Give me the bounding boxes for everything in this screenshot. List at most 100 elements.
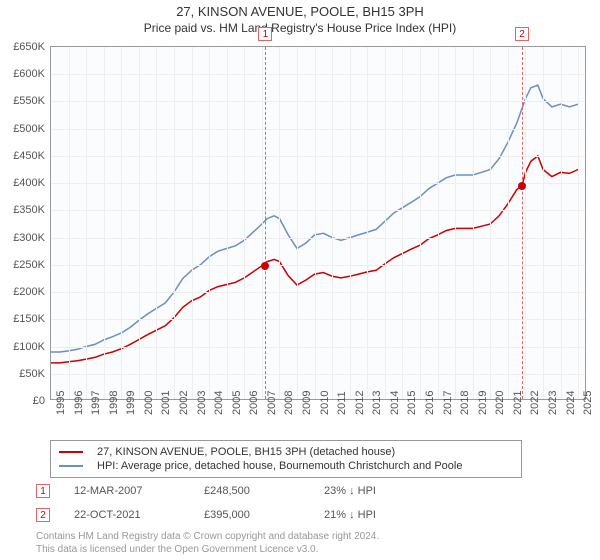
x-axis-label: 2001: [160, 391, 172, 415]
legend-swatch: [59, 451, 83, 453]
gridline-v: [139, 47, 140, 399]
x-axis-label: 2018: [459, 391, 471, 415]
gridline-v: [192, 47, 193, 399]
gridline-v: [438, 47, 439, 399]
y-axis-label: £150K: [13, 313, 45, 325]
y-axis-label: £650K: [13, 41, 45, 53]
x-axis-label: 2007: [266, 391, 278, 415]
gridline-v: [508, 47, 509, 399]
sale-marker-dot: [518, 182, 526, 190]
x-axis-label: 1997: [90, 391, 102, 415]
gridline-v: [244, 47, 245, 399]
gridline-h: [51, 374, 585, 375]
x-axis-label: 2024: [565, 391, 577, 415]
gridline-h: [51, 238, 585, 239]
gridline-v: [227, 47, 228, 399]
sale-pct: 23% ↓ HPI: [324, 485, 424, 497]
sale-marker-line: [522, 47, 523, 399]
y-axis-label: £350K: [13, 204, 45, 216]
x-axis-label: 2012: [354, 391, 366, 415]
page-title: 27, KINSON AVENUE, POOLE, BH15 3PH: [0, 0, 600, 19]
gridline-h: [51, 265, 585, 266]
footer-attribution: Contains HM Land Registry data © Crown c…: [36, 530, 379, 556]
y-axis-label: £400K: [13, 177, 45, 189]
gridline-h: [51, 292, 585, 293]
gridline-v: [420, 47, 421, 399]
y-axis-label: £300K: [13, 232, 45, 244]
sale-marker-2: 2: [36, 508, 50, 522]
x-axis-label: 2020: [494, 391, 506, 415]
y-axis-label: £50K: [19, 368, 45, 380]
legend-label: 27, KINSON AVENUE, POOLE, BH15 3PH (deta…: [97, 446, 395, 458]
gridline-h: [51, 74, 585, 75]
x-axis-label: 2000: [143, 391, 155, 415]
x-axis-label: 2006: [248, 391, 260, 415]
gridline-v: [156, 47, 157, 399]
gridline-v: [543, 47, 544, 399]
x-axis-label: 2015: [406, 391, 418, 415]
gridline-v: [315, 47, 316, 399]
gridline-v: [209, 47, 210, 399]
x-axis-label: 2019: [477, 391, 489, 415]
gridline-h: [51, 319, 585, 320]
gridline-h: [51, 129, 585, 130]
legend-label: HPI: Average price, detached house, Bour…: [97, 460, 462, 472]
sale-marker-dot: [261, 262, 269, 270]
gridline-h: [51, 156, 585, 157]
gridline-v: [104, 47, 105, 399]
legend: 27, KINSON AVENUE, POOLE, BH15 3PH (deta…: [50, 440, 522, 478]
gridline-v: [455, 47, 456, 399]
sale-price: £395,000: [204, 509, 324, 521]
x-axis-label: 1995: [55, 391, 67, 415]
gridline-v: [350, 47, 351, 399]
y-axis-label: £100K: [13, 341, 45, 353]
sale-date: 22-OCT-2021: [74, 509, 204, 521]
sale-date: 12-MAR-2007: [74, 485, 204, 497]
gridline-v: [332, 47, 333, 399]
sale-marker-1: 1: [36, 484, 50, 498]
gridline-v: [174, 47, 175, 399]
gridline-v: [490, 47, 491, 399]
gridline-v: [367, 47, 368, 399]
footer-line2: This data is licensed under the Open Gov…: [36, 543, 379, 556]
x-axis-label: 2025: [582, 391, 594, 415]
y-axis-label: £600K: [13, 68, 45, 80]
x-axis-label: 2022: [529, 391, 541, 415]
y-axis-label: £0: [33, 395, 45, 407]
x-axis-label: 2004: [213, 391, 225, 415]
gridline-v: [262, 47, 263, 399]
x-axis-label: 2023: [547, 391, 559, 415]
sale-row: 2 22-OCT-2021 £395,000 21% ↓ HPI: [36, 508, 424, 522]
x-axis-label: 2016: [424, 391, 436, 415]
gridline-v: [473, 47, 474, 399]
gridline-h: [51, 347, 585, 348]
sale-row: 1 12-MAR-2007 £248,500 23% ↓ HPI: [36, 484, 424, 498]
price-chart: £0£50K£100K£150K£200K£250K£300K£350K£400…: [50, 46, 586, 400]
y-axis-label: £450K: [13, 150, 45, 162]
gridline-v: [578, 47, 579, 399]
x-axis-label: 2010: [319, 391, 331, 415]
gridline-v: [279, 47, 280, 399]
x-axis-label: 2003: [196, 391, 208, 415]
gridline-v: [297, 47, 298, 399]
y-axis-label: £500K: [13, 123, 45, 135]
gridline-v: [86, 47, 87, 399]
y-axis-label: £200K: [13, 286, 45, 298]
sale-pct: 21% ↓ HPI: [324, 509, 424, 521]
gridline-v: [525, 47, 526, 399]
x-axis-label: 2013: [371, 391, 383, 415]
x-axis-label: 1996: [73, 391, 85, 415]
gridline-v: [121, 47, 122, 399]
x-axis-label: 2017: [442, 391, 454, 415]
gridline-v: [385, 47, 386, 399]
sale-marker-line: [265, 47, 266, 399]
gridline-h: [51, 101, 585, 102]
plot-area: £0£50K£100K£150K£200K£250K£300K£350K£400…: [50, 46, 586, 400]
x-axis-label: 2005: [231, 391, 243, 415]
sale-price: £248,500: [204, 485, 324, 497]
x-axis-label: 2008: [283, 391, 295, 415]
sale-marker-number: 2: [515, 27, 529, 41]
sale-marker-number: 1: [258, 27, 272, 41]
gridline-h: [51, 210, 585, 211]
x-axis-label: 2014: [389, 391, 401, 415]
